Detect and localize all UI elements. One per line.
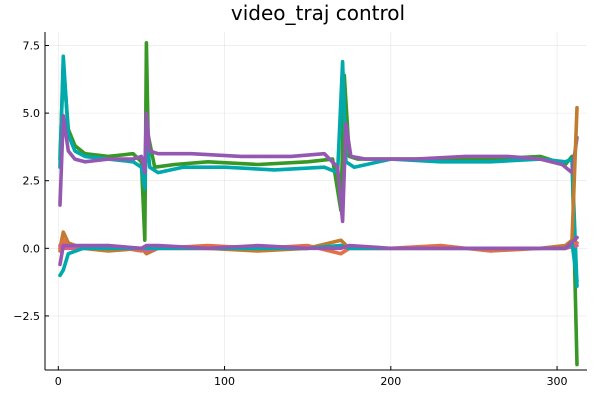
y-tick-label: 0.0	[23, 242, 41, 255]
y-tick-label: −2.5	[13, 310, 40, 323]
series-line-1	[58, 41, 579, 367]
series-line-2	[58, 54, 579, 288]
x-tick-label: 200	[380, 375, 401, 388]
series-line-3	[58, 111, 579, 224]
x-tick-label: 0	[55, 375, 62, 388]
series-line-8	[58, 235, 579, 267]
y-tick-label: 2.5	[23, 175, 41, 188]
x-tick-label: 300	[547, 375, 568, 388]
grid	[45, 32, 587, 370]
y-tick-label: 5.0	[23, 107, 41, 120]
y-tick-label: 7.5	[23, 40, 41, 53]
axes: 0 100 200 300 −2.5 0.0 2.5 5.0 7.5	[13, 32, 587, 388]
plot-series	[58, 41, 579, 367]
x-tick-label: 100	[214, 375, 235, 388]
chart-title: video_traj control	[231, 1, 405, 25]
